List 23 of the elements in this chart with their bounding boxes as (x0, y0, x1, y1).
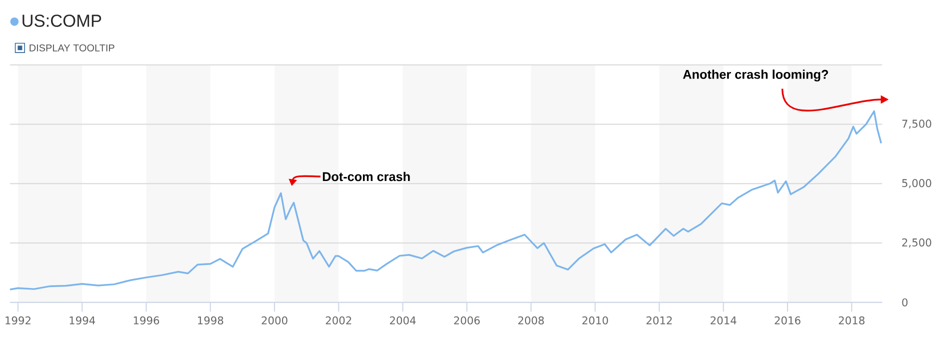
y-tick-label: 7,500 (902, 120, 932, 129)
y-tick-label: 0 (902, 298, 908, 306)
x-tick-label: 2004 (390, 316, 416, 324)
x-tick-label: 1996 (134, 316, 160, 324)
legend-label: US:COMP (22, 14, 102, 27)
text: DISPLAY TOOLTIP (30, 44, 114, 52)
x-tick-label: 2008 (518, 316, 544, 324)
x-tick-label: 1998 (198, 316, 224, 324)
annotation: Another crash looming? (683, 69, 828, 82)
x-tick-label: 2016 (774, 316, 800, 324)
x-tick-label: 2006 (454, 316, 480, 324)
x-tick-label: 2010 (582, 316, 608, 324)
y-tick-label: 5,000 (902, 178, 932, 188)
x-tick-label: 2018 (838, 316, 864, 324)
y-tick-label: 2,500 (902, 238, 932, 248)
x-tick-label: 2012 (646, 316, 672, 324)
x-tick-label: 1994 (70, 316, 96, 324)
x-tick-label: 2002 (326, 316, 352, 324)
x-tick-label: 1992 (6, 316, 30, 324)
x-tick-label: 2000 (262, 316, 288, 324)
line-series (9, 110, 882, 290)
x-tick-label: 2014 (710, 316, 736, 324)
annotation: Dot-com crash (322, 172, 410, 182)
